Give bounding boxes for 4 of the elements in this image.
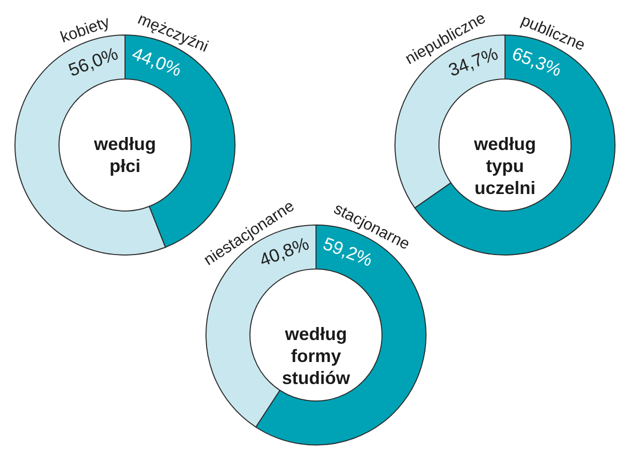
text: według płci <box>93 134 156 176</box>
data-label: 65,3% <box>509 43 564 80</box>
text: według typu uczelni <box>473 134 536 198</box>
text: według formy studiów <box>282 324 351 388</box>
